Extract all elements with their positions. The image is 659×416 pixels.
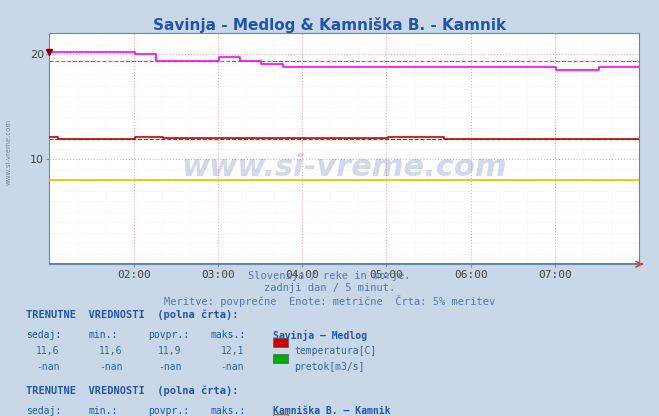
Text: Meritve: povprečne  Enote: metrične  Črta: 5% meritev: Meritve: povprečne Enote: metrične Črta:… xyxy=(164,295,495,307)
Text: -nan: -nan xyxy=(158,362,182,371)
Text: TRENUTNE  VREDNOSTI  (polna črta):: TRENUTNE VREDNOSTI (polna črta): xyxy=(26,386,239,396)
Text: TRENUTNE  VREDNOSTI  (polna črta):: TRENUTNE VREDNOSTI (polna črta): xyxy=(26,310,239,320)
Text: 11,6: 11,6 xyxy=(99,346,123,356)
Text: pretok[m3/s]: pretok[m3/s] xyxy=(295,362,365,371)
Text: min.:: min.: xyxy=(89,330,119,340)
Text: -nan: -nan xyxy=(221,362,244,371)
Text: www.si-vreme.com: www.si-vreme.com xyxy=(181,153,507,182)
Text: temperatura[C]: temperatura[C] xyxy=(295,346,377,356)
Text: zadnji dan / 5 minut.: zadnji dan / 5 minut. xyxy=(264,283,395,293)
Text: min.:: min.: xyxy=(89,406,119,416)
Text: www.si-vreme.com: www.si-vreme.com xyxy=(5,119,11,185)
Text: Savinja - Medlog & Kamniška B. - Kamnik: Savinja - Medlog & Kamniška B. - Kamnik xyxy=(153,17,506,32)
Text: 11,6: 11,6 xyxy=(36,346,60,356)
Text: Kamniška B. – Kamnik: Kamniška B. – Kamnik xyxy=(273,406,391,416)
Text: -nan: -nan xyxy=(99,362,123,371)
Text: 12,1: 12,1 xyxy=(221,346,244,356)
Text: sedaj:: sedaj: xyxy=(26,330,61,340)
Text: povpr.:: povpr.: xyxy=(148,330,189,340)
Text: maks.:: maks.: xyxy=(211,406,246,416)
Text: -nan: -nan xyxy=(36,362,60,371)
Text: povpr.:: povpr.: xyxy=(148,406,189,416)
Text: sedaj:: sedaj: xyxy=(26,406,61,416)
Text: maks.:: maks.: xyxy=(211,330,246,340)
Text: Savinja – Medlog: Savinja – Medlog xyxy=(273,330,368,341)
Text: 11,9: 11,9 xyxy=(158,346,182,356)
Text: Slovenija / reke in morje.: Slovenija / reke in morje. xyxy=(248,271,411,281)
